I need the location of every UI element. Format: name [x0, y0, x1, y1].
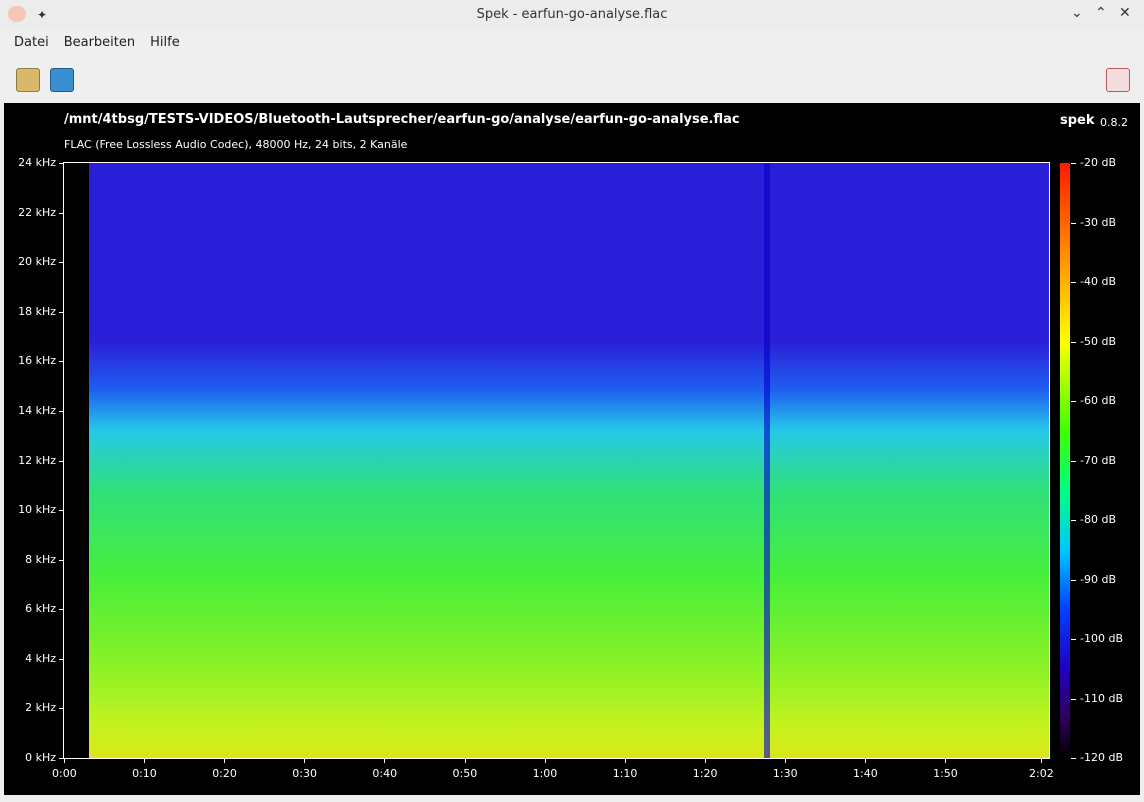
level-tick — [1071, 579, 1076, 581]
level-label: -70 dB — [1080, 453, 1116, 467]
time-label: 1:50 — [933, 767, 958, 780]
level-label: -40 dB — [1080, 275, 1116, 288]
frequency-tick — [59, 708, 64, 710]
level-tick — [1071, 282, 1076, 283]
frequency-tick — [59, 460, 64, 462]
time-label: 0:00 — [52, 767, 77, 780]
level-tick — [1071, 401, 1076, 402]
time-tick — [704, 758, 706, 763]
app-name: spek — [1060, 113, 1095, 128]
pin-button[interactable]: ✦ — [37, 8, 48, 22]
title-bar: ✦ Spek - earfun-go-analyse.flac ⌄ ⌃ ✕ — [0, 0, 1144, 28]
time-tick — [64, 758, 65, 763]
time-tick — [224, 758, 226, 763]
frequency-label: 4 kHz — [25, 651, 56, 665]
close-button[interactable]: ✕ — [1119, 5, 1131, 21]
time-label: 0:10 — [132, 767, 157, 780]
level-label: -120 dB — [1080, 751, 1123, 764]
color-scale — [1060, 163, 1070, 758]
level-label: -110 dB — [1080, 691, 1123, 705]
frequency-tick — [59, 559, 64, 561]
frequency-label: 0 kHz — [25, 751, 56, 764]
time-tick — [464, 758, 466, 763]
time-tick — [144, 758, 146, 763]
minimize-button[interactable]: ⌄ — [1071, 5, 1083, 21]
frequency-tick — [59, 361, 64, 363]
level-tick — [1071, 758, 1076, 759]
frequency-tick — [59, 163, 64, 164]
time-label: 1:10 — [612, 767, 638, 780]
menu-item[interactable]: Bearbeiten — [63, 35, 136, 50]
time-label: 1:30 — [772, 767, 798, 780]
level-tick — [1071, 460, 1076, 462]
save-button[interactable] — [50, 68, 74, 92]
menu-item[interactable]: Datei — [14, 35, 49, 50]
frequency-tick — [59, 212, 64, 214]
open-button[interactable] — [16, 68, 40, 92]
level-tick — [1071, 698, 1076, 700]
level-tick — [1071, 222, 1076, 224]
time-label: 2:02 — [1029, 767, 1054, 780]
level-label: -100 dB — [1080, 632, 1123, 645]
frequency-tick — [59, 510, 64, 512]
frequency-label: 8 kHz — [25, 552, 56, 566]
frequency-tick — [59, 609, 64, 611]
time-tick — [384, 758, 386, 763]
frequency-label: 24 kHz — [18, 156, 56, 169]
frequency-label: 14 kHz — [18, 403, 56, 417]
level-tick — [1071, 341, 1076, 343]
maximize-button[interactable]: ⌃ — [1095, 5, 1107, 21]
time-label: 1:20 — [692, 767, 718, 780]
time-label: 0:50 — [452, 767, 478, 780]
frequency-tick — [59, 262, 64, 264]
time-tick — [1041, 758, 1042, 763]
time-label: 0:40 — [372, 767, 398, 780]
time-tick — [784, 758, 786, 763]
frequency-label: 20 kHz — [18, 255, 56, 269]
frequency-tick — [59, 758, 64, 759]
spectrogram — [63, 162, 1050, 759]
file-info: FLAC (Free Lossless Audio Codec), 48000 … — [64, 138, 408, 151]
window-title: Spek - earfun-go-analyse.flac — [476, 7, 668, 22]
time-tick — [304, 758, 306, 763]
app-icon — [8, 6, 26, 22]
frequency-tick — [59, 410, 64, 412]
level-tick — [1071, 520, 1076, 521]
time-tick — [544, 758, 546, 763]
level-label: -50 dB — [1080, 334, 1116, 348]
frequency-tick — [59, 311, 64, 313]
level-label: -80 dB — [1080, 513, 1116, 526]
level-label: -30 dB — [1080, 215, 1116, 229]
time-label: 0:30 — [292, 767, 317, 780]
frequency-label: 2 kHz — [25, 701, 56, 715]
time-tick — [624, 758, 626, 763]
frequency-label: 10 kHz — [18, 503, 56, 517]
time-label: 1:00 — [532, 767, 558, 780]
level-label: -60 dB — [1080, 394, 1116, 407]
level-label: -90 dB — [1080, 572, 1116, 586]
frequency-label: 16 kHz — [18, 354, 56, 368]
time-label: 0:20 — [212, 767, 237, 780]
frequency-tick — [59, 658, 64, 660]
frequency-label: 22 kHz — [18, 205, 56, 219]
file-path: /mnt/4tbsg/TESTS-VIDEOS/Bluetooth-Lautsp… — [64, 112, 740, 127]
time-tick — [945, 758, 947, 763]
frequency-label: 12 kHz — [18, 453, 56, 467]
level-tick — [1071, 163, 1076, 164]
frequency-label: 18 kHz — [18, 304, 56, 318]
app-version: 0.8.2 — [1100, 116, 1128, 129]
frequency-label: 6 kHz — [25, 602, 56, 616]
time-tick — [865, 758, 866, 763]
time-label: 1:40 — [853, 767, 878, 780]
level-label: -20 dB — [1080, 156, 1116, 169]
level-tick — [1071, 639, 1076, 640]
menu-item[interactable]: Hilfe — [150, 35, 180, 50]
preferences-button[interactable] — [1106, 68, 1130, 92]
